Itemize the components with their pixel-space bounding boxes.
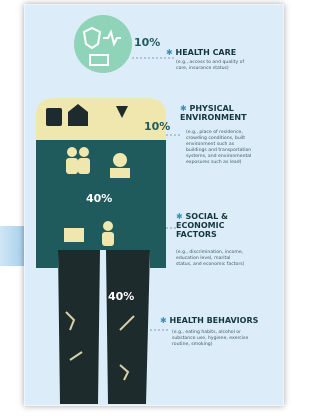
title-text: PHYSICAL ENVIRONMENT [180,104,247,122]
page: 10% ✱ HEALTH CARE (e.g., access to and q… [0,0,290,418]
section-title: ✱ HEALTH BEHAVIORS [160,316,258,325]
section-title: ✱ SOCIAL & ECONOMIC FACTORS [176,212,248,239]
title-text: HEALTH CARE [176,48,237,57]
percent: 10% [134,36,160,49]
title-text: SOCIAL & ECONOMIC FACTORS [176,212,228,239]
section-description: (e.g., eating habits, alcohol or substan… [172,330,256,348]
percent: 10% [144,120,170,133]
percent: 40% [86,192,112,205]
section-description: (e.g., discrimination, income, education… [176,250,246,268]
section-title: ✱ HEALTH CARE [166,48,236,57]
section-description: (e.g., place of residence, crowding cond… [186,130,256,166]
section-description: (e.g., access to and quality of care, in… [176,60,256,72]
percent: 40% [108,290,134,303]
section-title: ✱ PHYSICAL ENVIRONMENT [180,104,256,122]
title-text: HEALTH BEHAVIORS [170,316,259,325]
